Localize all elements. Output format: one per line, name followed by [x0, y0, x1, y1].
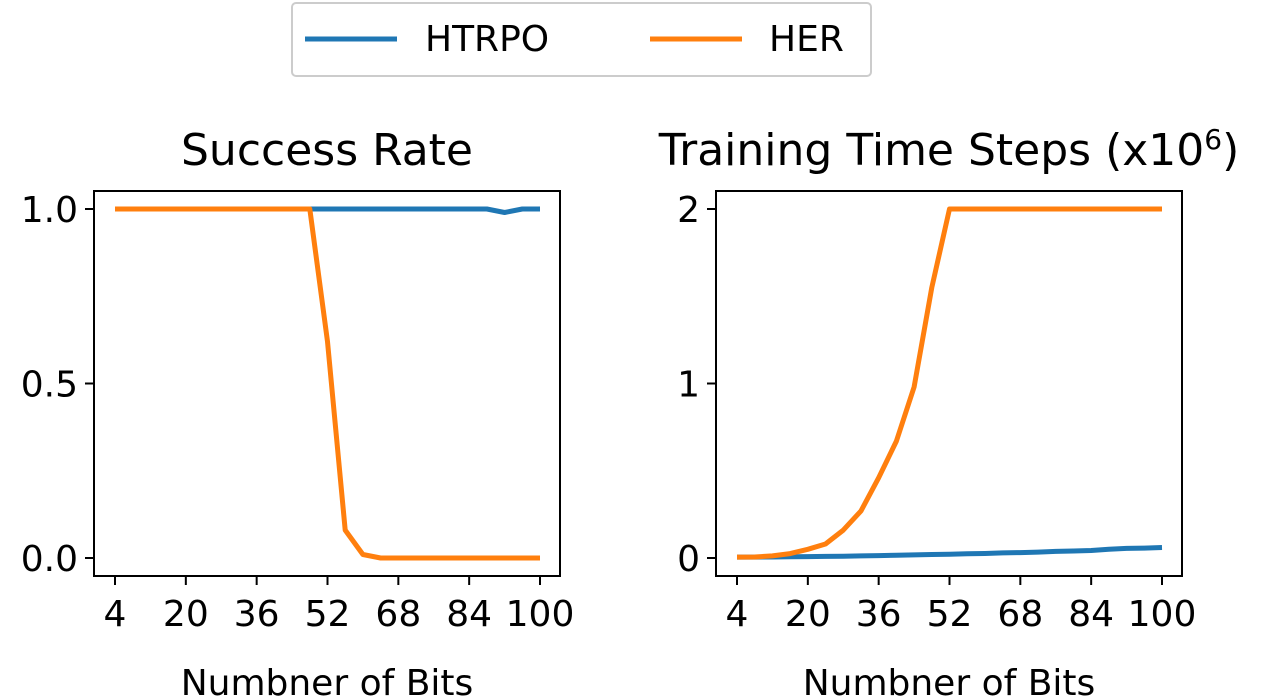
- x-tick-label: 4: [104, 594, 127, 635]
- y-tick-label: 2: [677, 190, 700, 231]
- success-rate-xlabel: Numbner of Bits: [181, 663, 474, 700]
- series-line-htrpo: [737, 545, 1163, 560]
- x-tick-label: 4: [726, 594, 749, 635]
- series-line-her: [736, 206, 1162, 560]
- training-steps-title-end: ): [1222, 125, 1239, 176]
- training-steps-title-main: Training Time Steps (x10: [658, 125, 1205, 176]
- training-steps-axes-frame: [715, 190, 1183, 577]
- x-tick-label: 100: [506, 594, 575, 635]
- x-tick-label: 20: [163, 594, 209, 635]
- legend-frame: [291, 2, 872, 77]
- x-tick-label: 20: [785, 594, 831, 635]
- success-rate-panel: Success Rate 4 20 36 52 68 84 100 0.0 0.5 1.0 Num…: [21, 125, 575, 700]
- training-steps-title: Training Time Steps (x106): [658, 123, 1240, 176]
- y-tick-label: 0.5: [21, 365, 78, 406]
- x-tick-label: 52: [927, 594, 973, 635]
- success-rate-axes-frame: [93, 190, 561, 577]
- x-tick-label: 36: [234, 594, 280, 635]
- y-tick-label: 0: [677, 539, 700, 580]
- success-rate-plot-area: 4 20 36 52 68 84 100 0.0 0.5 1.0: [21, 190, 575, 635]
- y-tick-label: 1: [677, 365, 700, 406]
- x-tick-label: 100: [1128, 594, 1197, 635]
- legend: HTRPO HER: [291, 2, 872, 77]
- training-steps-plot-area: 4 20 36 52 68 84 100 0 1 2: [677, 190, 1196, 635]
- training-steps-panel: Training Time Steps (x106) 4 20 36 52 68 84 10…: [658, 123, 1240, 700]
- x-tick-label: 52: [305, 594, 351, 635]
- y-tick-label: 1.0: [21, 190, 78, 231]
- x-tick-label: 68: [997, 594, 1043, 635]
- x-tick-label: 84: [1068, 594, 1114, 635]
- success-rate-title: Success Rate: [181, 125, 473, 176]
- x-tick-label: 84: [446, 594, 492, 635]
- x-tick-label: 68: [375, 594, 421, 635]
- y-tick-label: 0.0: [21, 539, 78, 580]
- series-line-her: [115, 206, 540, 561]
- training-steps-title-sup: 6: [1204, 123, 1222, 156]
- training-steps-xlabel: Numbner of Bits: [803, 663, 1096, 700]
- legend-label-her: HER: [769, 19, 844, 60]
- legend-label-htrpo: HTRPO: [425, 19, 549, 60]
- x-tick-label: 36: [856, 594, 902, 635]
